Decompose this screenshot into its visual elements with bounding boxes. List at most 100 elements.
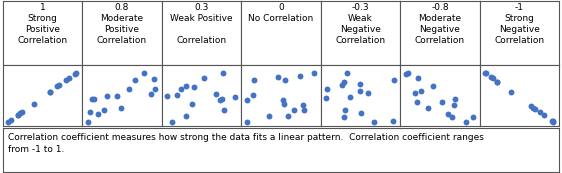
- Point: [273, 76, 282, 79]
- Point: [278, 98, 287, 101]
- Point: [13, 113, 22, 116]
- Point: [45, 90, 54, 93]
- Point: [389, 79, 398, 81]
- Point: [451, 97, 460, 100]
- Point: [300, 109, 309, 112]
- Point: [200, 77, 209, 80]
- Point: [103, 95, 112, 98]
- Point: [481, 72, 490, 75]
- Point: [151, 87, 160, 90]
- Point: [526, 104, 535, 107]
- Point: [295, 74, 304, 77]
- Point: [139, 72, 148, 75]
- Point: [7, 118, 16, 121]
- Text: -0.8
Moderate
Negative
Correlation: -0.8 Moderate Negative Correlation: [415, 3, 465, 45]
- Point: [461, 120, 470, 123]
- Point: [389, 119, 398, 122]
- Text: -0.3
Weak
Negative
Correlation: -0.3 Weak Negative Correlation: [336, 3, 386, 45]
- Point: [230, 96, 239, 98]
- Point: [149, 78, 158, 81]
- Point: [280, 78, 289, 81]
- Point: [4, 120, 13, 123]
- Point: [182, 115, 191, 118]
- Point: [85, 110, 94, 113]
- Point: [99, 109, 108, 111]
- Text: -1
Strong
Negative
Correlation: -1 Strong Negative Correlation: [495, 3, 545, 45]
- Point: [487, 76, 496, 79]
- Point: [117, 107, 126, 109]
- Point: [549, 120, 558, 123]
- Point: [90, 98, 99, 100]
- Point: [279, 103, 288, 106]
- Point: [88, 98, 97, 101]
- Point: [547, 120, 556, 122]
- Point: [45, 91, 54, 93]
- Point: [216, 98, 225, 101]
- Point: [71, 72, 80, 75]
- Point: [428, 85, 437, 88]
- Point: [438, 101, 447, 103]
- Point: [242, 120, 251, 123]
- Point: [355, 83, 364, 85]
- Point: [298, 104, 307, 107]
- Point: [410, 92, 419, 95]
- Point: [414, 76, 423, 79]
- Point: [469, 115, 478, 118]
- Point: [342, 72, 351, 75]
- Point: [15, 112, 24, 115]
- Point: [187, 103, 196, 105]
- Point: [29, 102, 38, 105]
- Point: [289, 109, 298, 112]
- Point: [130, 78, 139, 81]
- Point: [93, 112, 102, 115]
- Point: [481, 72, 490, 75]
- Point: [243, 99, 252, 102]
- Point: [401, 72, 410, 75]
- Point: [250, 79, 259, 81]
- Point: [167, 120, 176, 123]
- Point: [211, 92, 220, 95]
- Point: [337, 83, 346, 86]
- Point: [62, 79, 71, 81]
- Point: [322, 97, 331, 99]
- Point: [531, 107, 540, 110]
- Point: [265, 114, 274, 117]
- Point: [540, 114, 549, 117]
- Point: [248, 94, 257, 97]
- Point: [176, 88, 185, 91]
- Point: [413, 101, 422, 104]
- Point: [403, 72, 412, 75]
- Point: [83, 120, 92, 123]
- Text: Correlation coefficient measures how strong the data fits a linear pattern.  Cor: Correlation coefficient measures how str…: [8, 133, 484, 154]
- Point: [55, 84, 64, 87]
- Text: 0
No Correlation: 0 No Correlation: [248, 3, 314, 23]
- Text: 0.3
Weak Positive

Correlation: 0.3 Weak Positive Correlation: [170, 3, 233, 45]
- Point: [217, 97, 226, 100]
- Point: [17, 110, 26, 113]
- Point: [548, 120, 557, 123]
- Point: [323, 88, 332, 90]
- Point: [339, 116, 348, 119]
- Point: [163, 95, 172, 98]
- Point: [424, 106, 433, 109]
- Point: [113, 95, 122, 98]
- Point: [535, 111, 544, 114]
- Point: [363, 92, 372, 95]
- Point: [172, 94, 181, 96]
- Point: [416, 90, 425, 93]
- Point: [493, 80, 502, 83]
- Point: [357, 112, 366, 115]
- Point: [189, 85, 198, 88]
- Point: [310, 72, 319, 75]
- Text: 1
Strong
Positive
Correlation: 1 Strong Positive Correlation: [17, 3, 67, 45]
- Point: [341, 108, 350, 111]
- Point: [125, 87, 134, 90]
- Point: [346, 95, 355, 98]
- Point: [283, 115, 292, 118]
- Point: [370, 120, 379, 123]
- Point: [13, 113, 22, 116]
- Point: [181, 85, 190, 88]
- Point: [64, 77, 73, 80]
- Point: [443, 113, 452, 116]
- Point: [450, 104, 459, 107]
